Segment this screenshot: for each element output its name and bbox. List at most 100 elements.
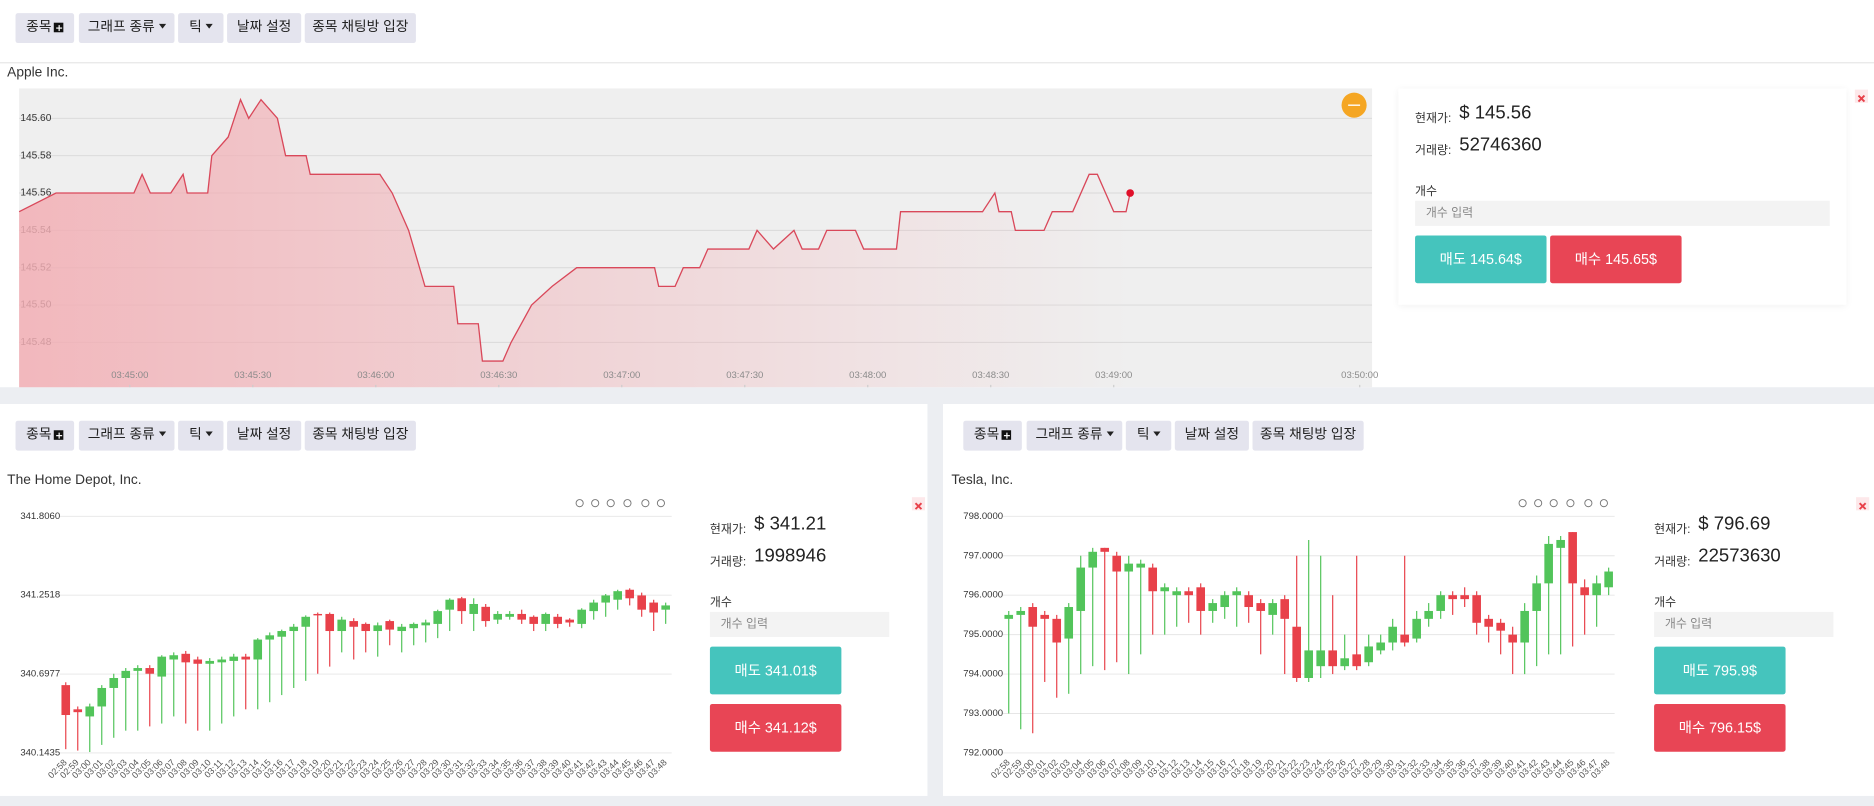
toolbar-button[interactable]: 종목 채팅방 입장 — [304, 420, 416, 451]
toolbar-button[interactable]: 종목 — [15, 420, 75, 451]
candle-body — [1460, 595, 1469, 600]
x-tick-label: 03:46:00 — [357, 370, 394, 381]
toolbar-button[interactable]: 그래프 종류 — [78, 420, 175, 451]
candle-body — [97, 687, 107, 707]
candle-body — [1184, 591, 1194, 596]
label: $ 341.21 — [754, 513, 827, 535]
toolbar-button[interactable]: 틱 — [178, 420, 224, 451]
label: 1998946 — [754, 546, 827, 567]
toolbar-button[interactable]: 종목 — [15, 13, 75, 44]
candle-body — [493, 613, 503, 620]
dropdown-caret — [158, 431, 166, 437]
y-tick-label: 798.0000 — [963, 511, 1003, 522]
candle-body — [253, 639, 263, 660]
y-tick-label: 341.2518 — [20, 590, 60, 601]
sell-button[interactable]: 매도 795.9$ — [1654, 646, 1786, 695]
close-button[interactable] — [911, 497, 926, 511]
area — [19, 99, 1131, 388]
candle-body — [1100, 547, 1110, 552]
candle-body — [1088, 551, 1098, 568]
label: $ 796.69 — [1698, 513, 1771, 535]
label: 그래프 종류 — [87, 20, 155, 35]
buy-button[interactable]: 매수 796.15$ — [1654, 703, 1786, 752]
label: The Home Depot, Inc. — [7, 473, 142, 488]
y-tick-label: 341.8060 — [20, 511, 60, 522]
y-tick-label: 795.0000 — [963, 629, 1003, 640]
toolbar-button[interactable]: 날짜 설정 — [227, 13, 302, 44]
candle-body — [517, 613, 526, 620]
y-tick-label: 340.1435 — [20, 747, 60, 758]
label: 거래량: — [1415, 144, 1452, 158]
candle-body — [241, 656, 251, 660]
close-button[interactable] — [1854, 89, 1869, 103]
x-tick-label: 03:47:00 — [603, 370, 640, 381]
candle-body — [1256, 603, 1265, 611]
last-point — [1126, 189, 1134, 197]
buy-button[interactable]: 매수 341.12$ — [709, 703, 842, 752]
close-icon — [1857, 94, 1866, 103]
x-tick-label: 03:47:30 — [726, 370, 763, 381]
label: 그래프 종류 — [87, 427, 155, 443]
label: Tesla, Inc. — [951, 473, 1014, 488]
candle-body — [265, 635, 275, 640]
candle-body — [1028, 607, 1038, 627]
candle-body — [1592, 583, 1601, 596]
quantity-input[interactable]: 개수 입력 — [709, 611, 890, 638]
candle-body — [1484, 618, 1493, 627]
line — [18, 97, 1131, 362]
toolbar-button[interactable]: 종목 채팅방 입장 — [1252, 420, 1364, 451]
candle-body — [1388, 626, 1397, 643]
order-box: 현재가: $ 796.69 거래량: 22573630 개수 개수 입력 매도 795.9$… — [1637, 499, 1853, 763]
candle-body — [1112, 555, 1122, 572]
candle-body — [205, 660, 215, 664]
candle-body — [1400, 634, 1409, 643]
toolbar-button[interactable]: 날짜 설정 — [227, 420, 302, 451]
toolbar-button[interactable]: 그래프 종류 — [1026, 420, 1123, 451]
close-button[interactable] — [1856, 497, 1870, 511]
label: 22573630 — [1698, 546, 1781, 567]
candle-body — [193, 659, 203, 664]
candle-body — [553, 616, 562, 624]
candle-body — [589, 602, 598, 612]
toolbar-button[interactable]: 날짜 설정 — [1174, 420, 1249, 451]
candle-body — [277, 631, 287, 637]
candle-body — [1412, 618, 1421, 639]
buy-button[interactable]: 매수 145.65$ — [1550, 235, 1682, 284]
sell-button[interactable]: 매도 145.64$ — [1415, 235, 1547, 284]
candle-body — [1544, 543, 1553, 584]
candle-body — [301, 616, 311, 627]
candle-body — [109, 678, 119, 688]
x-tick-label: 03:50:00 — [1341, 370, 1378, 381]
x-tick-label: 03:46:30 — [480, 370, 517, 381]
label: 매도 341.01$ — [734, 662, 817, 679]
candle-body — [1496, 622, 1505, 631]
label: 날짜 설정 — [236, 20, 292, 35]
label: 종목 채팅방 입장 — [1260, 427, 1357, 443]
dropdown-caret — [1106, 431, 1114, 437]
sell-button[interactable]: 매도 341.01$ — [709, 646, 842, 695]
candle-body — [313, 613, 323, 616]
candle-body — [481, 606, 491, 622]
toolbox-icon — [606, 499, 615, 508]
candle-body — [625, 589, 634, 599]
toolbar-button[interactable]: 종목 — [963, 420, 1022, 451]
candle-body — [1016, 610, 1026, 615]
candle-body — [349, 621, 359, 627]
toolbar-button[interactable]: 틱 — [178, 13, 224, 44]
candle-body — [145, 668, 155, 674]
candle-body — [1064, 607, 1074, 639]
close-stroke — [1858, 502, 1867, 510]
chart: 792.0000 793.0000 794.0000 795.0000 796.0000… — [963, 499, 1615, 780]
candle-body — [1220, 595, 1230, 608]
label: 거래량: — [1654, 555, 1691, 569]
quantity-label: 개수 — [710, 592, 732, 609]
candle-body — [181, 653, 191, 663]
quantity-input[interactable]: 개수 입력 — [1415, 200, 1830, 226]
candle-body — [613, 591, 622, 600]
toolbar-button[interactable]: 틱 — [1125, 420, 1172, 451]
toolbar-button[interactable]: 그래프 종류 — [78, 13, 175, 44]
toolbar-button[interactable]: 종목 채팅방 입장 — [304, 13, 416, 44]
quantity-input[interactable]: 개수 입력 — [1654, 611, 1834, 638]
